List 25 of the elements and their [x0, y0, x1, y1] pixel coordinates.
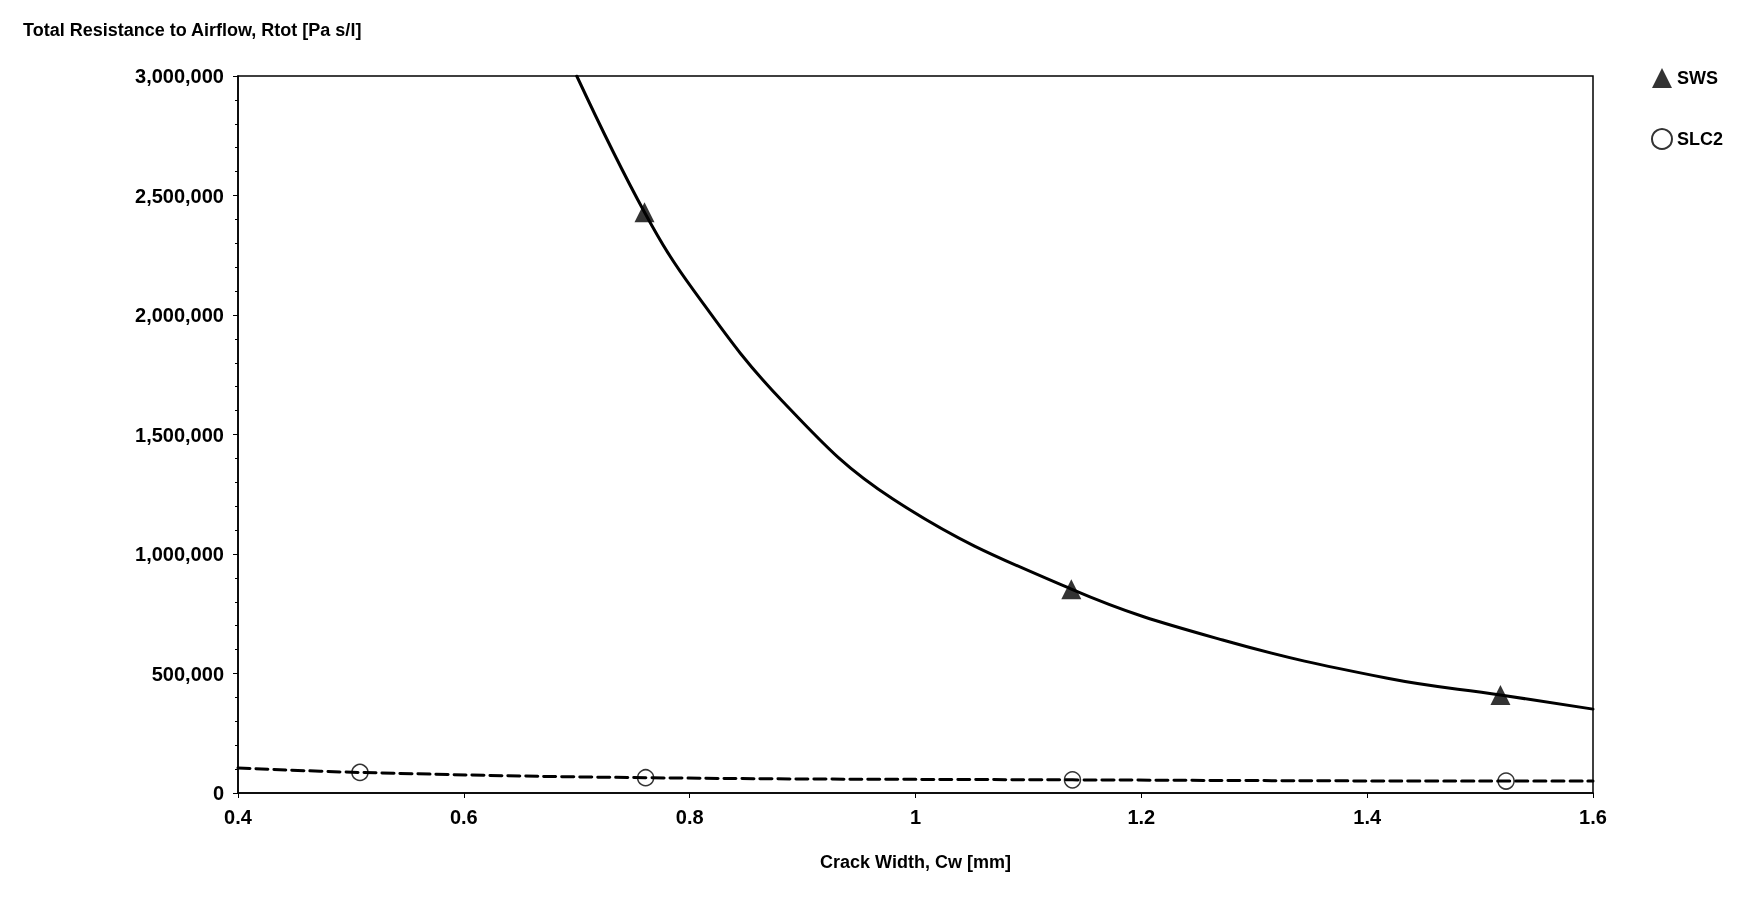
y-tick-label: 1,500,000: [135, 423, 224, 446]
y-axis-title: Total Resistance to Airflow, Rtot [Pa s/l]: [23, 20, 362, 40]
y-tick-label: 500,000: [151, 662, 224, 685]
y-tick-label: 3,000,000: [135, 65, 224, 87]
x-tick-label: 0.6: [449, 806, 478, 828]
point: [351, 763, 369, 782]
y-tick-label: 2,000,000: [135, 304, 224, 326]
point: [634, 202, 655, 223]
y-tick-label: 0: [212, 782, 224, 804]
point: [1490, 685, 1511, 706]
x-tick-label: 1: [909, 806, 922, 828]
point: [636, 768, 655, 787]
x-tick-label: 1.6: [1579, 806, 1607, 828]
x-tick-label: 0.4: [224, 806, 253, 828]
x-tick-label: 0.8: [675, 806, 704, 828]
point: [1063, 771, 1082, 789]
point: [1497, 772, 1515, 790]
x-tick-label: 1.2: [1127, 806, 1156, 828]
y-tick-label: 1,000,000: [135, 543, 224, 565]
legend-label: SLC2: [1676, 129, 1723, 149]
point: [1061, 579, 1082, 600]
x-axis-title: Crack Width, Cw [mm]: [820, 852, 1011, 872]
legend-label: SWS: [1676, 68, 1718, 88]
x-tick-label: 1.4: [1353, 806, 1382, 828]
y-tick-label: 2,500,000: [135, 184, 224, 207]
